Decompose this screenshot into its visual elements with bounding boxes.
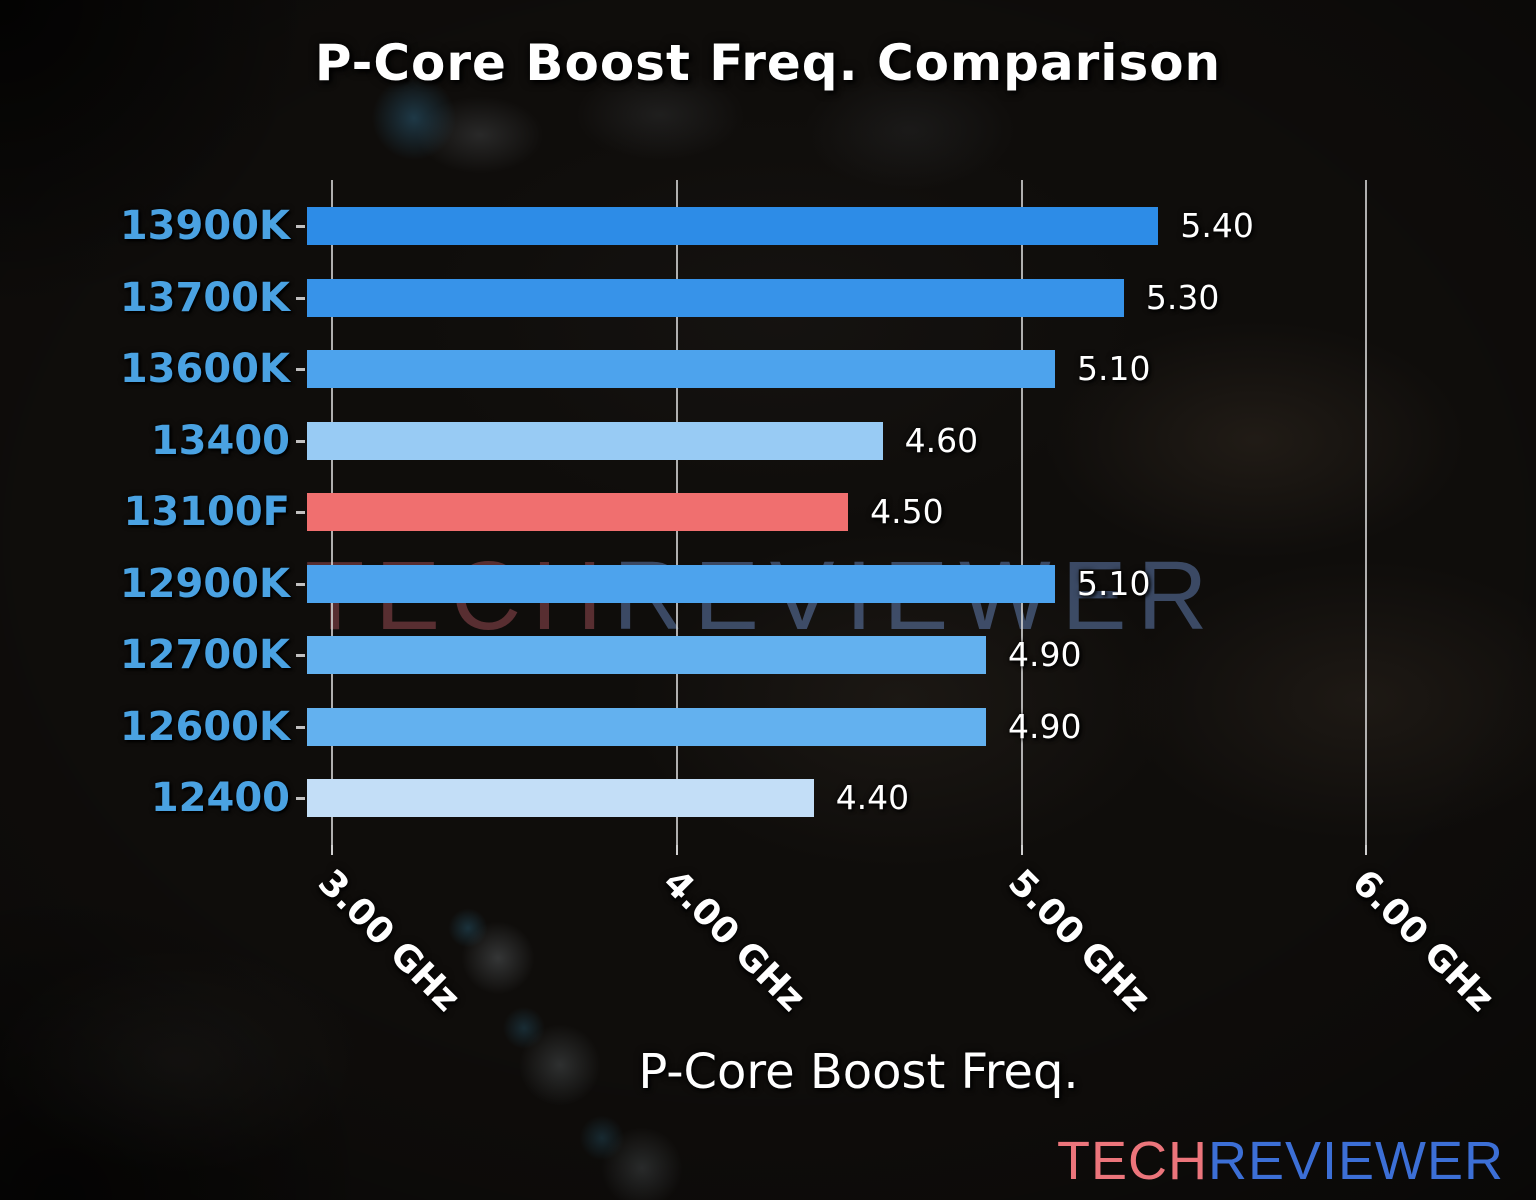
x-axis-title: P-Core Boost Freq. (638, 1044, 1079, 1100)
category-label: 13900K (119, 203, 290, 249)
gridline (1365, 180, 1368, 845)
category-label: 13100F (123, 489, 290, 535)
logo-tech-text: TECH (1056, 1131, 1208, 1191)
category-label: 13400 (150, 417, 290, 464)
category-label: 13700K (119, 274, 290, 321)
bar (307, 350, 1055, 388)
x-axis-tick (1020, 845, 1023, 855)
bar-value-label: 4.50 (870, 492, 944, 531)
y-axis-tick (296, 296, 305, 300)
chart-title: P-Core Boost Freq. Comparison (314, 34, 1222, 92)
bar (307, 707, 987, 746)
bar-value-label: 4.90 (1008, 635, 1082, 674)
techreviewer-logo: TECHREVIEWER (1057, 1130, 1504, 1192)
y-axis-tick (296, 725, 305, 729)
x-axis-tick (675, 845, 678, 855)
bar (307, 779, 814, 817)
bar-value-label: 5.10 (1076, 349, 1151, 388)
category-label: 12600K (119, 703, 290, 750)
y-axis-tick (296, 225, 305, 228)
category-label: 13600K (119, 346, 290, 392)
bar (307, 278, 1124, 317)
bar-highlighted (307, 493, 849, 531)
x-axis-tick (331, 845, 334, 855)
bar (307, 564, 1055, 603)
y-axis-tick (296, 439, 305, 443)
logo-reviewer-text: REVIEWER (1207, 1131, 1504, 1191)
category-label: 12700K (119, 632, 290, 678)
y-axis-tick (296, 368, 305, 371)
bar-value-label: 4.90 (1008, 706, 1082, 746)
bar (307, 207, 1159, 245)
y-axis-tick (296, 654, 305, 657)
bar (307, 636, 987, 674)
bar-value-label: 5.30 (1145, 277, 1220, 317)
x-axis-tick (1365, 845, 1368, 855)
category-label: 12400 (150, 775, 290, 821)
bar (307, 421, 883, 460)
bar-value-label: 4.60 (904, 420, 979, 460)
bar-value-label: 5.10 (1076, 563, 1151, 603)
bar-value-label: 4.40 (835, 778, 910, 817)
bar-value-label: 5.40 (1180, 206, 1254, 245)
y-axis-tick (296, 511, 305, 514)
gridline (1020, 180, 1023, 845)
y-axis-tick (296, 582, 305, 586)
y-axis-tick (296, 797, 305, 800)
category-label: 12900K (119, 560, 290, 607)
